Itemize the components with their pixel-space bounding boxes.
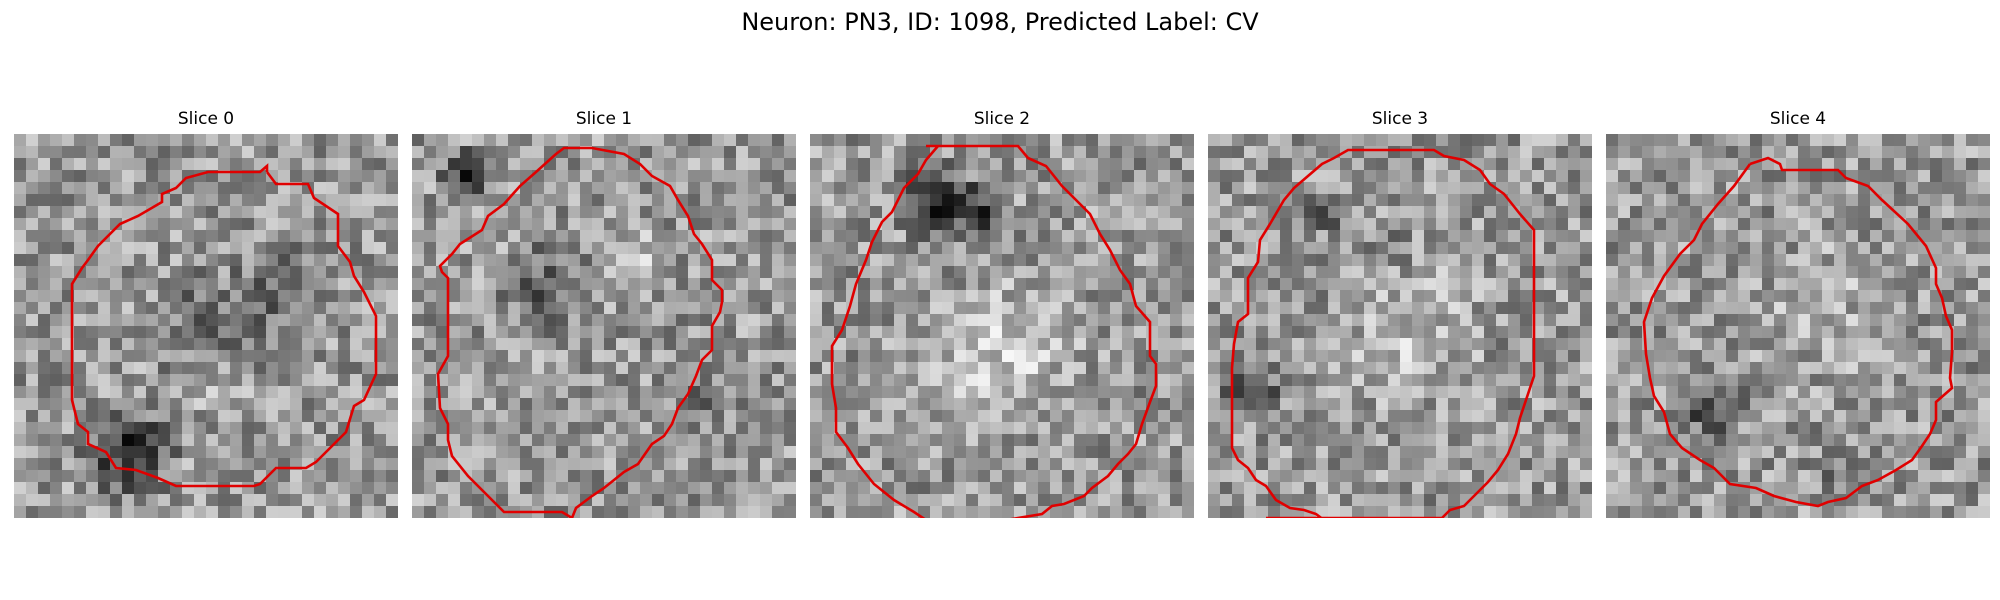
figure-title: Neuron: PN3, ID: 1098, Predicted Label: … [741, 8, 1259, 36]
slice-image-1 [412, 134, 796, 518]
slice-title-1: Slice 1 [575, 109, 633, 129]
segmentation-contour [1230, 148, 1536, 518]
pixel-grid [1208, 134, 1592, 518]
slice-2-grayscale-image [810, 134, 1194, 518]
segmentation-contour [830, 144, 1158, 518]
slice-image-2 [810, 134, 1194, 518]
segmentation-contour [1642, 156, 1954, 508]
slice-title-3: Slice 3 [1371, 109, 1429, 129]
segmentation-contour [436, 146, 724, 518]
slice-image-0 [14, 134, 398, 518]
slice-title-4: Slice 4 [1769, 109, 1827, 129]
segmentation-contour [70, 163, 378, 488]
slice-title-2: Slice 2 [973, 109, 1031, 129]
slice-image-3 [1208, 134, 1592, 518]
slice-image-4 [1606, 134, 1990, 518]
pixel-grid [14, 134, 398, 518]
pixel-grid [412, 134, 796, 518]
slice-4-grayscale-image [1606, 134, 1990, 518]
slice-0-grayscale-image [14, 134, 398, 518]
slice-3-grayscale-image [1208, 134, 1592, 518]
pixel-grid [1606, 134, 1990, 518]
slice-1-grayscale-image [412, 134, 796, 518]
pixel-grid [810, 134, 1194, 518]
slice-title-0: Slice 0 [177, 109, 235, 129]
